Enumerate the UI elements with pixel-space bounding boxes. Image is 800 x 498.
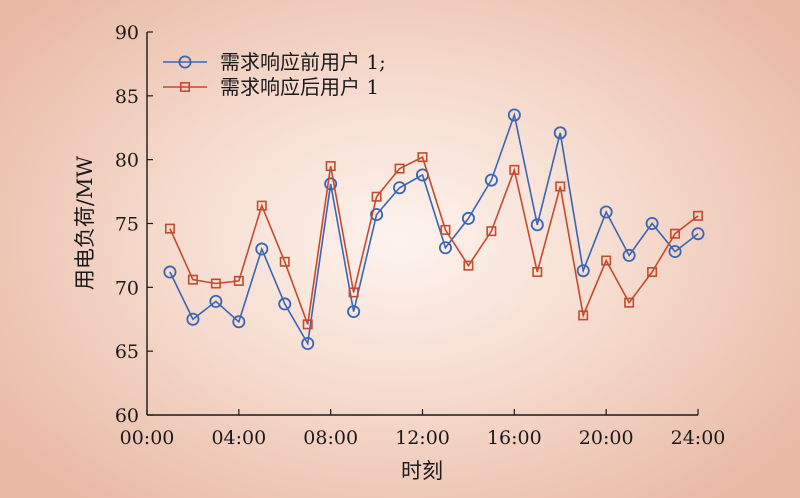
data-point: [692, 210, 703, 221]
legend-marker: [180, 82, 191, 93]
x-tick-label: 00:00: [120, 427, 175, 449]
x-axis-title: 时刻: [401, 459, 443, 483]
data-point: [393, 181, 407, 195]
data-point: [255, 242, 269, 256]
data-point: [417, 152, 428, 163]
y-ticks: 60 65 70 75 80 85 90: [115, 22, 153, 427]
y-tick-label: 65: [115, 341, 139, 363]
data-point: [601, 255, 612, 266]
data-point: [187, 274, 198, 285]
legend-item-2: 需求响应后用户 1: [163, 75, 379, 99]
data-point: [507, 108, 521, 122]
data-point: [164, 223, 175, 234]
data-point: [647, 267, 658, 278]
data-point: [278, 297, 292, 311]
data-point: [301, 337, 315, 351]
data-point: [163, 265, 177, 279]
legend-label: 需求响应前用户 1;: [220, 50, 386, 74]
data-point: [509, 164, 520, 175]
data-point: [599, 205, 613, 219]
data-point: [233, 275, 244, 286]
data-point: [578, 310, 589, 321]
data-point: [440, 224, 451, 235]
data-point: [486, 226, 497, 237]
data-point: [622, 248, 636, 262]
data-point: [209, 294, 223, 308]
data-point: [325, 161, 336, 172]
series-line: [169, 155, 699, 325]
y-tick-label: 70: [115, 277, 139, 299]
data-point: [691, 227, 705, 241]
x-tick-label: 24:00: [671, 427, 726, 449]
data-point: [532, 267, 543, 278]
data-point: [645, 216, 659, 230]
series-layer: [163, 108, 705, 351]
legend: 需求响应前用户 1;需求响应后用户 1: [163, 50, 386, 99]
x-tick-label: 12:00: [395, 427, 450, 449]
x-tick-label: 08:00: [303, 427, 358, 449]
data-point: [371, 191, 382, 202]
data-point: [324, 177, 338, 191]
data-point: [461, 211, 475, 225]
data-point: [348, 287, 359, 298]
data-point: [210, 278, 221, 289]
y-axis-title: 用电负荷/MW: [73, 156, 97, 291]
x-tick-label: 04:00: [211, 427, 266, 449]
data-point: [279, 256, 290, 267]
series-1: [163, 108, 705, 351]
legend-item-1: 需求响应前用户 1;: [163, 50, 386, 74]
data-point: [670, 228, 681, 239]
data-point: [463, 260, 474, 271]
legend-label: 需求响应后用户 1: [220, 75, 379, 99]
y-tick-label: 75: [115, 214, 139, 236]
data-point: [302, 319, 313, 330]
data-point: [530, 218, 544, 232]
data-point: [484, 173, 498, 187]
y-tick-label: 85: [115, 86, 139, 108]
series-2: [164, 152, 703, 330]
data-point: [347, 305, 361, 319]
data-point: [394, 163, 405, 174]
y-tick-label: 80: [115, 150, 139, 172]
data-point: [624, 297, 635, 308]
legend-marker: [178, 55, 192, 69]
data-point: [186, 312, 200, 326]
data-point: [438, 241, 452, 255]
x-ticks: 00:00 04:00 08:00 12:00 16:00 20:00 24:00: [120, 409, 726, 449]
data-point: [553, 126, 567, 140]
series-line: [169, 112, 699, 346]
y-tick-label: 90: [115, 22, 139, 44]
data-point: [370, 208, 384, 222]
data-point: [668, 245, 682, 259]
data-point: [555, 181, 566, 192]
y-tick-label: 60: [115, 405, 139, 427]
data-point: [256, 200, 267, 211]
x-tick-label: 20:00: [579, 427, 634, 449]
data-point: [232, 315, 246, 329]
x-tick-label: 16:00: [487, 427, 542, 449]
data-point: [576, 264, 590, 278]
